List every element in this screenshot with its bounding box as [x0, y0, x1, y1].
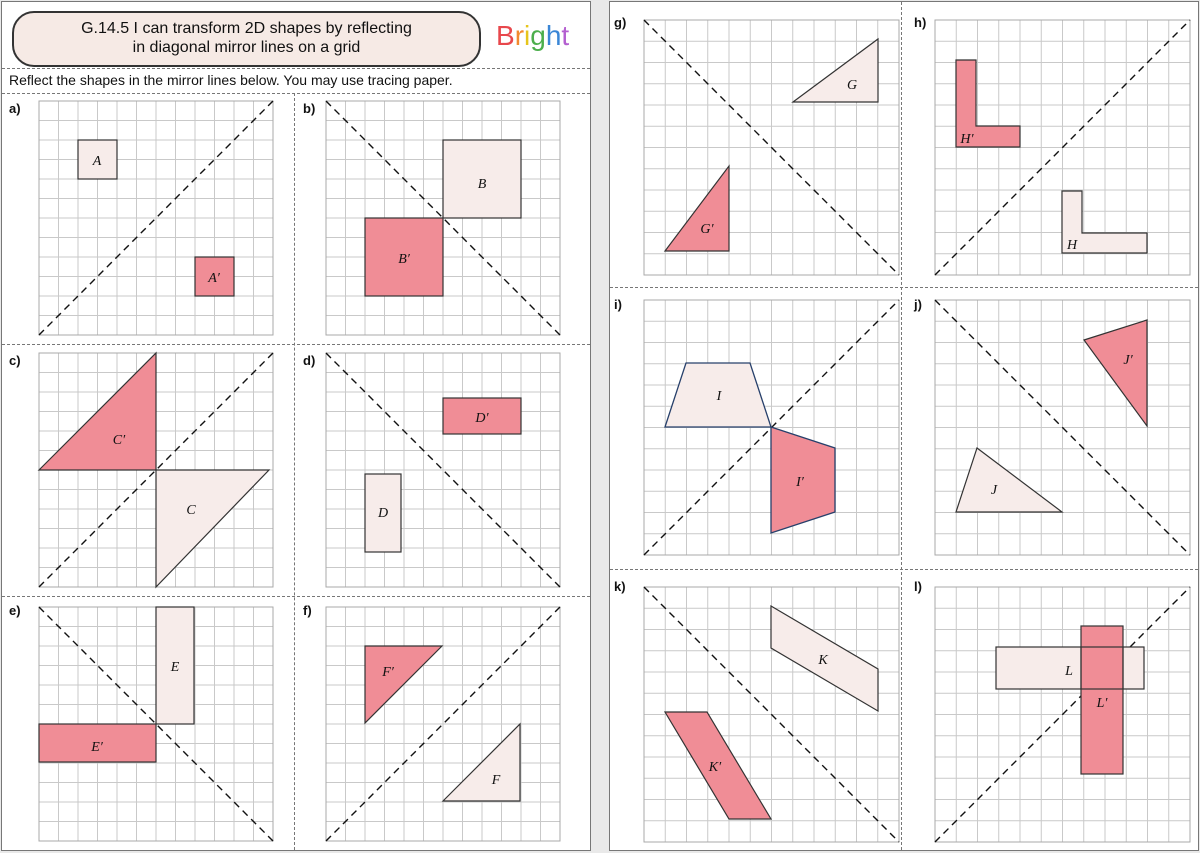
divider [2, 68, 590, 69]
grid-panel-h: H′ H [934, 19, 1191, 276]
image-label-i: I′ [795, 475, 805, 490]
image-c [37, 351, 157, 471]
mirror-line [934, 586, 1191, 843]
image-label-f: F′ [381, 665, 395, 680]
grid-panel-i: I I′ [643, 299, 900, 556]
shape-b [442, 139, 522, 219]
panel-label-a: a) [9, 101, 21, 116]
grid-panel-g: G G′ [643, 19, 900, 276]
panel-label-l: l) [914, 579, 922, 594]
panel-label-d: d) [303, 353, 316, 368]
shape-label-f: F [491, 773, 501, 788]
shape-c [155, 469, 271, 589]
panel-label-j: j) [914, 297, 922, 312]
instruction-text: Reflect the shapes in the mirror lines b… [9, 72, 453, 88]
image-label-d: D′ [474, 411, 489, 426]
image-k [663, 711, 773, 820]
image-label-g: G′ [700, 222, 714, 237]
brand-letter: h [545, 20, 562, 51]
panel-label-h: h) [914, 15, 927, 30]
shape-k [770, 604, 879, 713]
brand-letter: g [530, 20, 546, 51]
image-f [364, 645, 444, 725]
shape-label-i: I [716, 389, 723, 404]
panel-label-b: b) [303, 101, 316, 116]
grid-panel-d: D′ D [325, 352, 561, 588]
grid-panel-b: B B′ [325, 100, 561, 336]
brand-logo: Bright [496, 20, 569, 52]
shape-label-d: D [377, 506, 388, 521]
image-d [442, 397, 522, 435]
mirror-line [643, 586, 900, 843]
image-b [364, 217, 444, 297]
image-label-c: C′ [113, 433, 126, 448]
image-label-l: L′ [1096, 696, 1109, 711]
grid-panel-k: K K′ [643, 586, 900, 843]
worksheet-page-right: g) h) i) j) k) l) G G′ H′ H I I′ [609, 1, 1199, 851]
grid-panel-c: C′ C [37, 351, 274, 589]
panel-label-k: k) [614, 579, 626, 594]
title-banner: G.14.5 I can transform 2D shapes by refl… [12, 11, 481, 67]
shape-g [791, 37, 879, 103]
image-i [770, 426, 836, 534]
shape-j [955, 447, 1064, 513]
divider [294, 93, 295, 850]
mirror-line [934, 299, 1191, 556]
divider [901, 2, 902, 850]
image-a [194, 256, 235, 297]
worksheet-page-left: G.14.5 I can transform 2D shapes by refl… [1, 1, 591, 851]
grid-panel-e: E E′ [38, 606, 274, 842]
grid-panel-j: J′ J [934, 299, 1191, 556]
shape-a [77, 139, 118, 180]
image-label-a: A′ [207, 271, 221, 286]
shape-label-l: L [1064, 664, 1073, 679]
shape-label-a: A [92, 154, 102, 169]
shape-label-h: H [1066, 238, 1078, 253]
page-title: G.14.5 I can transform 2D shapes by refl… [81, 20, 412, 56]
grid-panel-a: A A′ [38, 100, 274, 336]
shape-label-e: E [170, 660, 180, 675]
divider [2, 93, 590, 94]
panel-label-i: i) [614, 297, 622, 312]
image-label-b: B′ [398, 252, 411, 267]
image-label-k: K′ [708, 760, 722, 775]
brand-letter: B [496, 20, 515, 51]
image-j [1083, 319, 1148, 428]
shape-e [155, 606, 195, 725]
divider [2, 596, 590, 597]
shape-label-g: G [847, 78, 857, 93]
image-label-h: H′ [959, 132, 974, 147]
image-label-e: E′ [90, 740, 104, 755]
grid-panel-f: F′ F [325, 606, 561, 842]
panel-label-f: f) [303, 603, 312, 618]
divider [2, 344, 590, 345]
panel-label-g: g) [614, 15, 627, 30]
image-l [1080, 625, 1124, 775]
shape-label-k: K [817, 653, 828, 668]
shape-d [364, 473, 402, 553]
shape-h [1061, 190, 1148, 254]
shape-label-j: J [991, 483, 998, 498]
brand-letter: i [524, 20, 531, 51]
shape-label-b: B [478, 177, 487, 192]
divider [610, 569, 1198, 570]
mirror-line [643, 19, 900, 276]
shape-label-c: C [186, 503, 196, 518]
image-e [38, 723, 157, 763]
mirror-line [934, 19, 1191, 276]
panel-label-c: c) [9, 353, 21, 368]
shape-f [441, 722, 521, 802]
divider [610, 287, 1198, 288]
panel-label-e: e) [9, 603, 21, 618]
image-label-j: J′ [1123, 353, 1133, 368]
brand-letter: t [561, 20, 570, 51]
image-h [955, 59, 1021, 148]
brand-letter: r [514, 20, 525, 51]
grid-panel-l: L L′ [934, 586, 1191, 843]
image-g [663, 164, 730, 252]
